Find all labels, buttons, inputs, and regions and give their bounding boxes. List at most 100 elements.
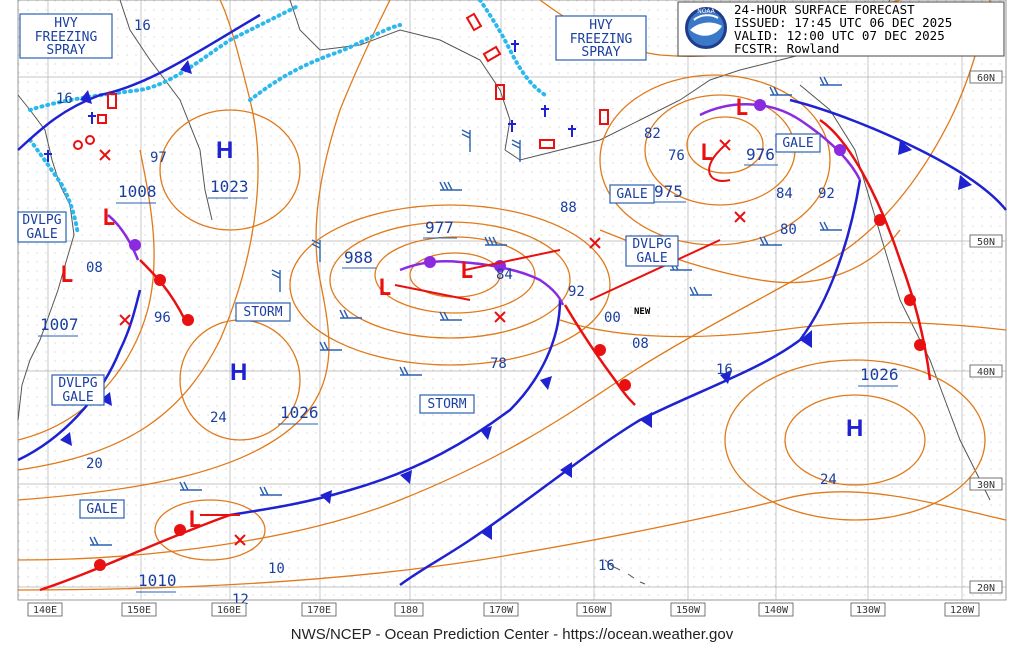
lat-label: 20N — [977, 583, 995, 594]
high-center-nw: H — [216, 137, 233, 164]
low-center-symbol: L — [102, 206, 115, 231]
dvlpg-gale-w: DVLPG GALE — [17, 211, 67, 243]
wind-barbs — [89, 76, 842, 546]
hvy-freezing-spray-e: HVY FREEZING SPRAY — [555, 15, 647, 61]
lat-label: 60N — [977, 73, 995, 84]
isobar-labels: 16 16 97 08 96 20 24 84 92 78 88 82 76 8… — [56, 18, 837, 608]
high-centers: H H H — [216, 137, 863, 442]
isobar-label: 78 — [490, 356, 507, 372]
warning-line: DVLPG — [22, 213, 61, 228]
isobar-label: 16 — [716, 362, 733, 378]
isobar-label: 88 — [560, 200, 577, 216]
dvlpg-gale-sw: DVLPG GALE — [51, 374, 105, 406]
isobar-label: 08 — [632, 336, 649, 352]
isobar-label: 80 — [780, 222, 797, 238]
isobar-label: 84 — [496, 267, 513, 283]
gale-sw: GALE — [79, 499, 125, 519]
isobar-label: 20 — [86, 456, 103, 472]
isobar-label: 92 — [568, 284, 585, 300]
storm-tracks — [200, 149, 731, 516]
isobar-label: 97 — [150, 150, 167, 166]
warning-line: FREEZING — [35, 30, 98, 45]
isobar-label: 10 — [268, 561, 285, 577]
lon-label: 150E — [127, 605, 151, 616]
header-forecaster: FCSTR: Rowland — [734, 41, 839, 56]
warning-line: GALE — [62, 390, 93, 405]
lon-label: 170W — [489, 605, 514, 616]
lat-label: 30N — [977, 480, 995, 491]
high-center-e: H — [846, 415, 863, 442]
forecast-positions — [99, 139, 746, 546]
latitude-labels: 60N 50N 40N 30N 20N — [969, 70, 1003, 594]
forecast-header: NOAA 24-HOUR SURFACE FORECAST ISSUED: 17… — [677, 1, 1005, 57]
warm-front-c — [563, 304, 636, 406]
warning-line: FREEZING — [570, 32, 633, 47]
pressure-1026-w: 1026 — [280, 403, 319, 422]
coastlines — [17, 0, 991, 585]
new-label: NEW — [634, 307, 651, 317]
warning-line: SPRAY — [581, 45, 620, 60]
high-center-w: H — [230, 359, 247, 386]
pressure-1023: 1023 — [210, 177, 249, 196]
warm-front-se — [39, 513, 231, 592]
dvlpg-gale-c: DVLPG GALE — [625, 235, 679, 267]
warning-line: SPRAY — [46, 43, 85, 58]
low-center-symbol: L — [700, 141, 713, 166]
pressure-value-underlines — [38, 164, 898, 593]
lon-label: 140W — [764, 605, 789, 616]
warning-line: HVY — [54, 16, 78, 31]
header-title: 24-HOUR SURFACE FORECAST — [734, 2, 915, 17]
occluded-front-w — [107, 214, 140, 261]
cold-front-c — [229, 299, 562, 517]
cold-front-nw — [17, 13, 261, 151]
lat-label: 50N — [977, 237, 995, 248]
warning-line: GALE — [86, 502, 117, 517]
isobar-label: 16 — [134, 18, 151, 34]
isobar-label: 96 — [154, 310, 171, 326]
pressure-975: 975 — [654, 182, 683, 201]
heavy-spray-icons — [44, 40, 576, 162]
pressure-1010: 1010 — [138, 571, 177, 590]
map-frame — [17, 0, 1007, 601]
pressure-976: 976 — [746, 145, 775, 164]
low-center-symbol: L — [188, 508, 201, 533]
noaa-logo-text: NOAA — [697, 8, 715, 15]
lat-label: 40N — [977, 367, 995, 378]
lon-label: 160E — [217, 605, 241, 616]
warning-line: GALE — [782, 136, 813, 151]
gale-e: GALE — [775, 133, 821, 153]
warning-boxes: HVY FREEZING SPRAY HVY FREEZING SPRAY DV… — [17, 13, 821, 519]
low-center-symbol: L — [735, 96, 748, 121]
isobar-label: 76 — [668, 148, 685, 164]
warning-line: GALE — [616, 187, 647, 202]
header-issued: ISSUED: 17:45 UTC 06 DEC 2025 — [734, 15, 952, 30]
noaa-logo: NOAA — [683, 5, 729, 51]
lon-label: 160W — [582, 605, 607, 616]
isobar-label: 08 — [86, 260, 103, 276]
pressure-988: 988 — [344, 248, 373, 267]
graticule — [18, 0, 1006, 600]
isobar-label: 24 — [820, 472, 837, 488]
lon-label: 150W — [676, 605, 701, 616]
warning-line: STORM — [243, 305, 282, 320]
warning-line: GALE — [636, 251, 667, 266]
ice-edge — [28, 0, 547, 237]
lon-label: 130W — [856, 605, 881, 616]
pressure-1008: 1008 — [118, 182, 157, 201]
isobar-label: 00 — [604, 310, 621, 326]
warning-line: HVY — [589, 18, 613, 33]
front-symbols — [60, 60, 972, 571]
longitude-labels: 140E 150E 160E 170E 180 170W 160W 150W 1… — [27, 602, 980, 617]
storm-c: STORM — [419, 394, 475, 414]
pressure-1007: 1007 — [40, 315, 79, 334]
warning-line: STORM — [427, 397, 466, 412]
warning-line: DVLPG — [632, 237, 671, 252]
low-center-symbol: L — [460, 259, 473, 284]
cold-front-ne — [789, 98, 1007, 211]
isobar-label: 16 — [598, 558, 615, 574]
occluded-front-e — [699, 103, 862, 181]
isobar-label: 82 — [644, 126, 661, 142]
pressure-977: 977 — [425, 218, 454, 237]
cold-front-w — [17, 289, 142, 462]
